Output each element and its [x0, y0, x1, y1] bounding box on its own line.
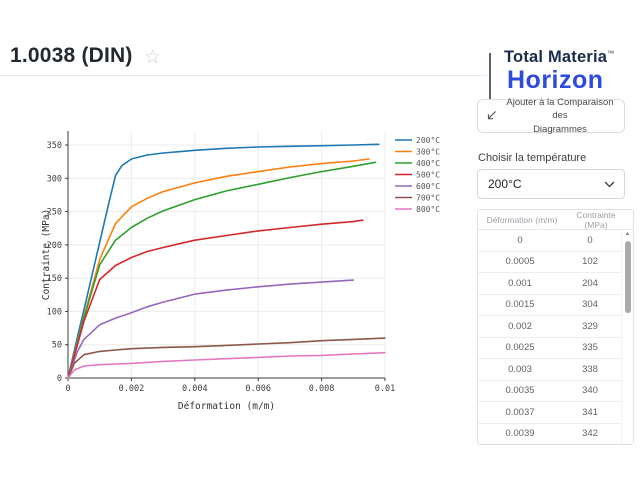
page-title: 1.0038 (DIN) [10, 44, 133, 67]
cell-deformation: 0 [517, 234, 523, 246]
logo-product: Horizon [507, 66, 604, 94]
cell-deformation: 0.0035 [505, 385, 535, 397]
header-divider [0, 75, 487, 76]
series-line-500°C [67, 219, 364, 379]
cell-deformation: 0.0005 [505, 256, 535, 268]
cell-deformation: 0.0037 [505, 406, 535, 418]
legend-label: 600°C [416, 182, 440, 191]
favorite-star-icon[interactable]: ☆ [144, 47, 162, 68]
series-line-600°C [67, 279, 355, 379]
series-line-200°C [67, 143, 380, 379]
logo-divider [489, 53, 491, 104]
cell-contrainte: 341 [582, 406, 598, 418]
legend-item-700°C[interactable]: 700°C [395, 194, 440, 203]
legend-label: 400°C [416, 159, 440, 168]
legend-item-200°C[interactable]: 200°C [395, 136, 440, 145]
y-tick-label: 250 [47, 208, 62, 218]
series-line-800°C [67, 351, 386, 379]
table-row: 0.0039 342 [478, 424, 621, 445]
scrollbar-thumb[interactable] [624, 241, 631, 313]
cell-deformation: 0.0039 [505, 428, 535, 440]
temperature-select-label: Choisir la température [478, 152, 587, 164]
series-line-400°C [67, 161, 377, 379]
cell-contrainte: 335 [582, 342, 598, 354]
x-tick-label: 0 [65, 384, 70, 394]
cell-contrainte: 0 [587, 234, 593, 246]
cell-contrainte: 338 [582, 363, 598, 375]
stress-strain-chart: 0 50 100 150 200 250 300 350 0 0.002 0.004 0.006 0.0… [40, 125, 475, 425]
chevron-down-icon [604, 181, 624, 188]
compare-arrow-icon [478, 110, 502, 122]
logo-brand: Total Materia™ [504, 48, 615, 66]
y-tick-label: 350 [47, 141, 62, 151]
table-row: 0.003 338 [478, 359, 621, 381]
table-row: 0.0035 340 [478, 381, 621, 402]
chart-canvas: 0 50 100 150 200 250 300 350 0 0.002 0.004 0.006 0.0… [41, 131, 440, 412]
y-tick-label: 100 [47, 307, 62, 317]
x-tick-label: 0.006 [245, 384, 271, 394]
cell-deformation: 0.003 [508, 363, 532, 375]
x-tick-label: 0.004 [182, 384, 208, 394]
legend-item-500°C[interactable]: 500°C [395, 171, 440, 180]
legend-label: 700°C [416, 194, 440, 203]
legend-item-600°C[interactable]: 600°C [395, 182, 440, 191]
x-tick-label: 0.002 [119, 384, 145, 394]
scroll-up-arrow-icon[interactable]: ▲ [624, 231, 631, 237]
cell-contrainte: 102 [582, 256, 598, 268]
legend-label: 500°C [416, 171, 440, 180]
legend-item-800°C[interactable]: 800°C [395, 205, 440, 214]
table-row: 0.0025 335 [478, 338, 621, 359]
column-header-contrainte: Contrainte (MPa) [576, 209, 616, 230]
table-row: 0.0037 341 [478, 402, 621, 424]
y-axis-title: Contrainte (MPa) [41, 209, 52, 301]
cell-contrainte: 342 [582, 428, 598, 440]
table-row: 0.002 329 [478, 316, 621, 338]
cell-deformation: 0.0015 [505, 299, 535, 311]
y-tick-label: 150 [47, 274, 62, 284]
legend-label: 800°C [416, 205, 440, 214]
compare-button-label: Ajouter à la Comparaison des Diagrammes [506, 97, 614, 135]
table-row: 0.0015 304 [478, 295, 621, 316]
y-tick-label: 300 [47, 174, 62, 184]
cell-contrainte: 340 [582, 385, 598, 397]
table-body: 0 0 0.0005 102 0.001 204 0.0015 304 0.002 329 0.00… [478, 230, 621, 444]
cell-deformation: 0.002 [508, 320, 532, 332]
x-axis-title: Déformation (m/m) [178, 401, 275, 412]
cell-contrainte: 304 [582, 299, 598, 311]
cell-contrainte: 204 [582, 277, 598, 289]
table-header-row: Déformation (m/m) Contrainte (MPa) [478, 210, 633, 230]
cell-deformation: 0.001 [508, 277, 532, 289]
cell-deformation: 0.0025 [505, 342, 535, 354]
table-scrollbar[interactable]: ▲ [621, 230, 633, 444]
legend-label: 200°C [416, 136, 440, 145]
trademark-mark: ™ [607, 50, 615, 58]
legend-label: 300°C [416, 148, 440, 157]
table-row: 0.0005 102 [478, 252, 621, 273]
y-tick-label: 200 [47, 241, 62, 251]
table-row: 0.001 204 [478, 273, 621, 295]
cell-contrainte: 329 [582, 320, 598, 332]
legend-item-300°C[interactable]: 300°C [395, 148, 440, 157]
add-to-diagram-comparison-button[interactable]: Ajouter à la Comparaison des Diagrammes [477, 97, 625, 135]
y-tick-label: 0 [57, 374, 62, 384]
data-table: Déformation (m/m) Contrainte (MPa) 0 0 0.0… [477, 209, 634, 445]
temperature-select-value: 200°C [488, 177, 522, 191]
legend-item-400°C[interactable]: 400°C [395, 159, 440, 168]
x-tick-label: 0.008 [309, 384, 335, 394]
y-tick-label: 50 [52, 341, 62, 351]
x-tick-label: 0.01 [375, 384, 395, 394]
series-line-700°C [67, 337, 386, 379]
temperature-select[interactable]: 200°C [477, 169, 625, 199]
column-header-deformation: Déformation (m/m) [486, 214, 558, 225]
